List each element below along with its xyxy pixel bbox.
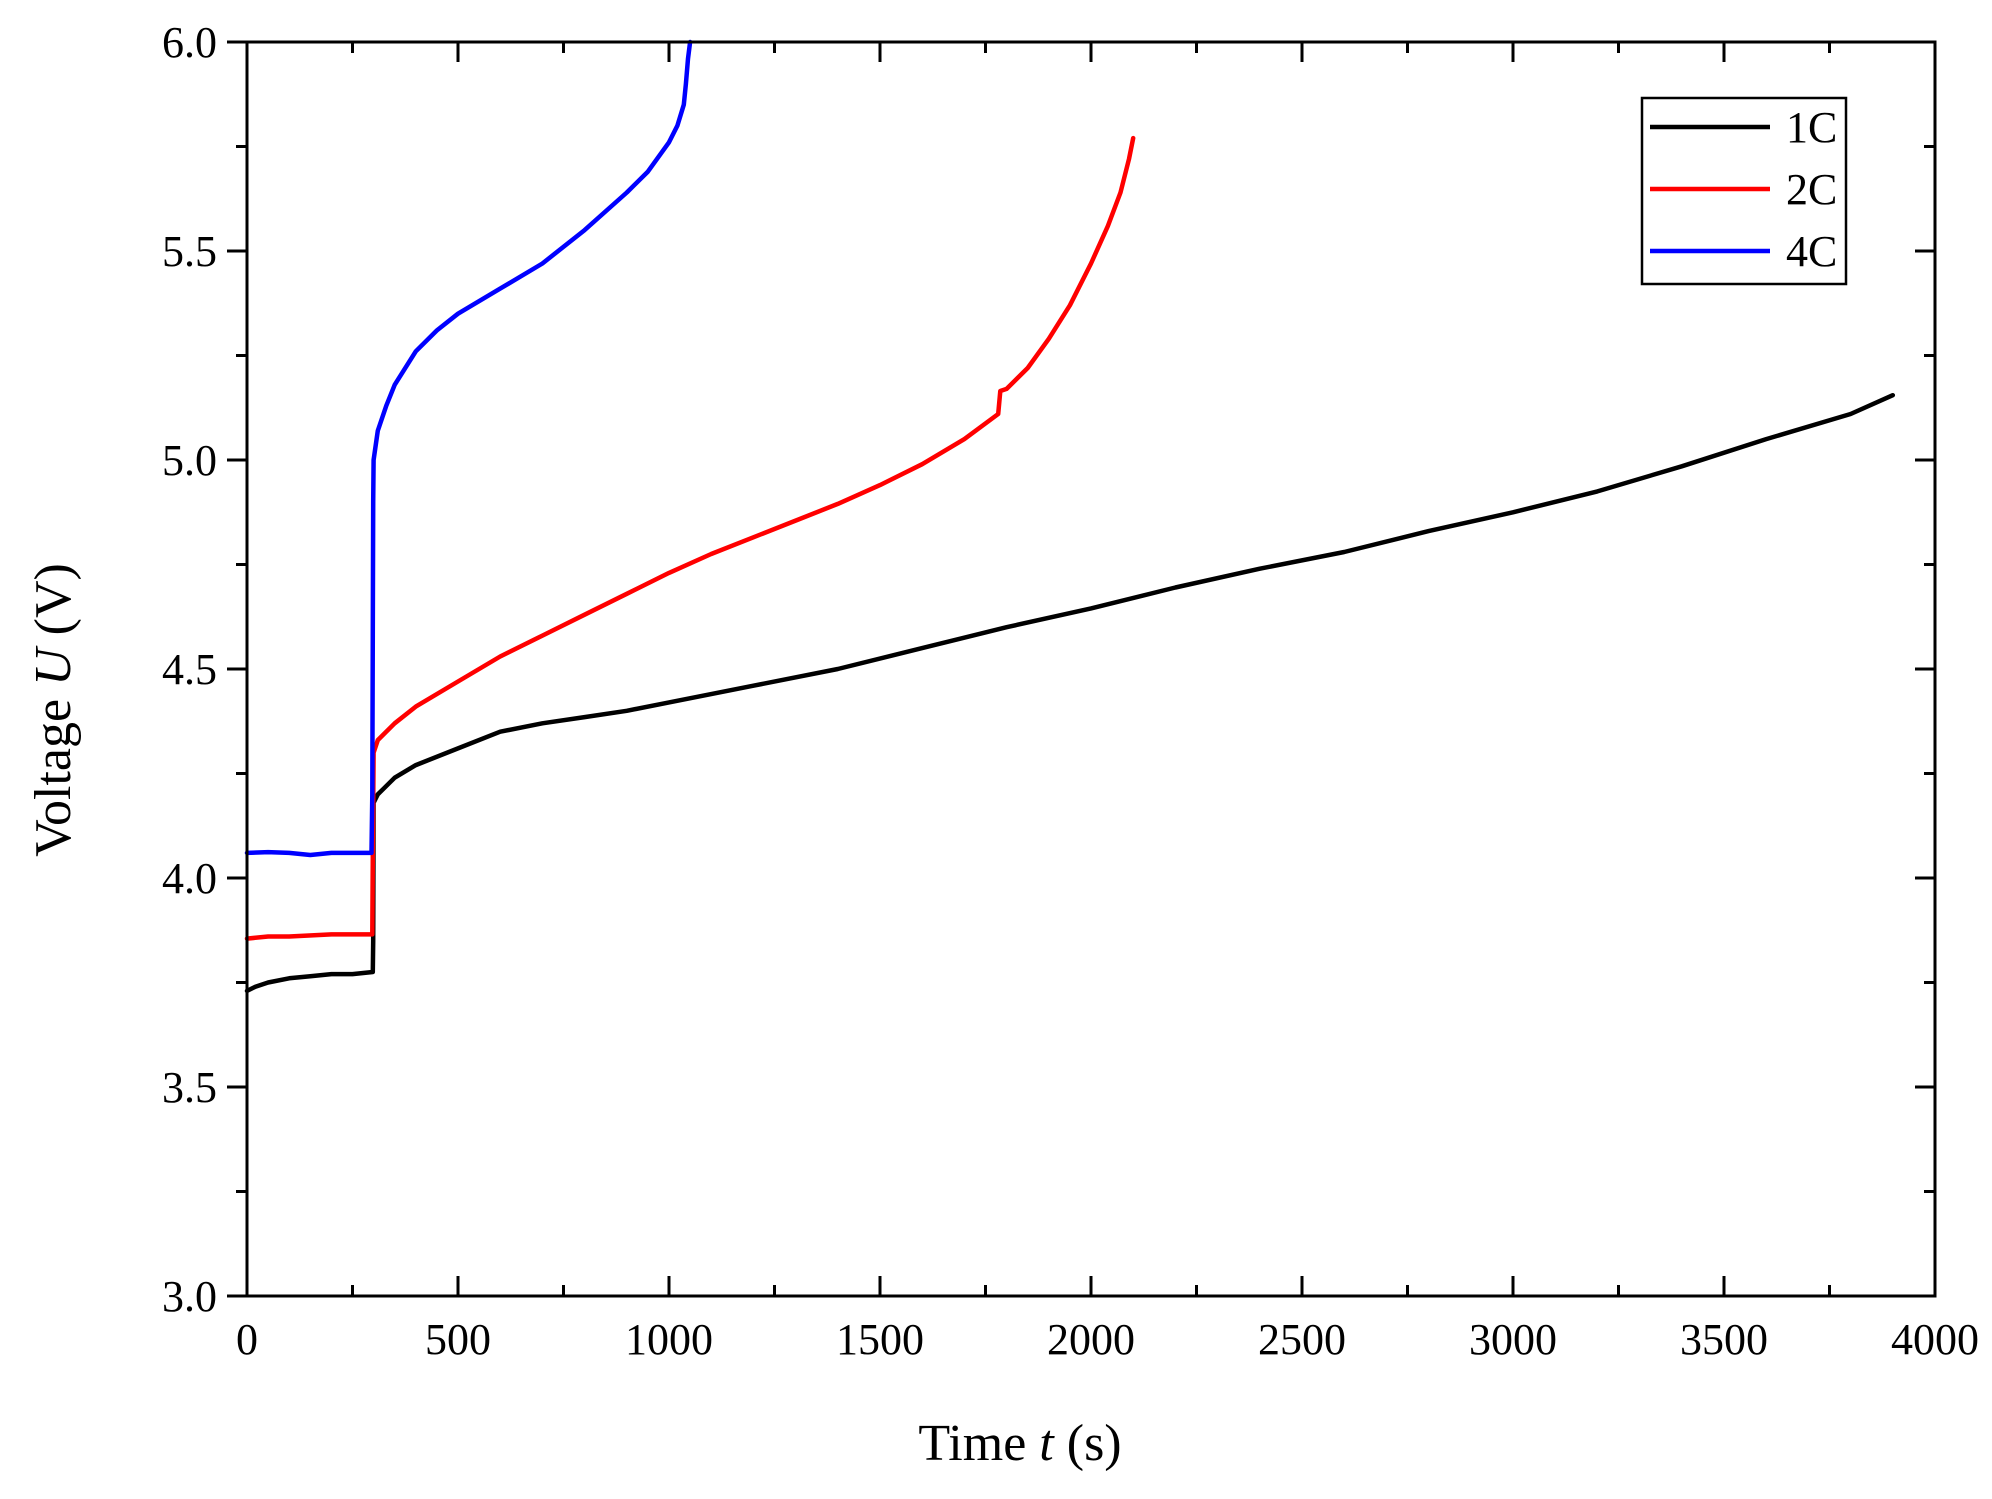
x-tick-label: 0 xyxy=(236,1315,258,1364)
series-line-1c xyxy=(244,392,1896,994)
y-tick-label: 5.0 xyxy=(162,436,217,485)
y-axis-title: Voltage U (V) xyxy=(25,563,82,857)
y-axis-title-prefix: Voltage xyxy=(25,686,82,857)
y-tick-label: 4.5 xyxy=(162,645,217,694)
x-tick-label: 3000 xyxy=(1469,1315,1557,1364)
x-axis-title-suffix: (s) xyxy=(1054,1415,1122,1472)
series-line-4c xyxy=(244,39,693,858)
x-tick-label: 3500 xyxy=(1680,1315,1768,1364)
x-tick-label: 500 xyxy=(425,1315,491,1364)
y-tick-label: 5.5 xyxy=(162,227,217,276)
y-axis-title-suffix: (V) xyxy=(25,563,82,648)
x-tick-label: 2000 xyxy=(1047,1315,1135,1364)
y-tick-label: 6.0 xyxy=(162,18,217,67)
series-layer xyxy=(244,39,1896,994)
legend-label-1c: 1C xyxy=(1786,103,1837,152)
x-axis-title-prefix: Time xyxy=(918,1415,1039,1472)
y-axis-title-var: U xyxy=(25,645,82,686)
x-axis-title-var: t xyxy=(1039,1415,1055,1472)
plot-frame xyxy=(245,40,1937,1298)
x-tick-label: 1500 xyxy=(836,1315,924,1364)
y-tick-label: 4.0 xyxy=(162,854,217,903)
x-tick-label: 1000 xyxy=(625,1315,713,1364)
legend-label-2c: 2C xyxy=(1786,165,1837,214)
x-tick-label: 2500 xyxy=(1258,1315,1346,1364)
x-tick-label: 4000 xyxy=(1891,1315,1979,1364)
ticks-layer: 0 500 1000 1500 2000 2500 3000 3500 4000 3.0 3.5 4.… xyxy=(162,18,1979,1364)
y-tick-label: 3.0 xyxy=(162,1272,217,1321)
legend-label-4c: 4C xyxy=(1786,227,1837,276)
x-axis-title: Time t (s) xyxy=(918,1415,1121,1472)
y-tick-label: 3.5 xyxy=(162,1063,217,1112)
legend: 1C 2C 4C xyxy=(1640,96,1848,286)
